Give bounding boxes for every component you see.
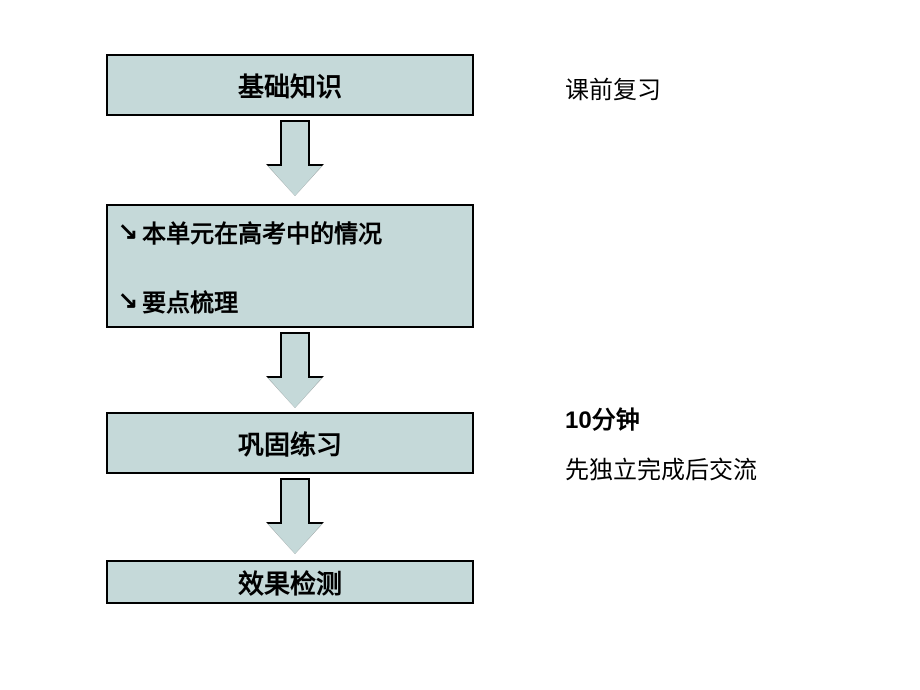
annotation-1-text: 课前复习 [565, 77, 661, 104]
annotation-2-line1-text: 10分钟 [565, 407, 640, 434]
arrow-1-stem [280, 120, 310, 168]
arrow-1-head [268, 166, 322, 196]
arrow-3-stem [280, 478, 310, 526]
annotation-2-line2: 先独立完成后交流 [565, 450, 757, 485]
box1-text: 基础知识 [238, 67, 342, 104]
arrow-3 [268, 478, 322, 554]
box2-line1-container: ↘ 本单元在高考中的情况 [118, 214, 382, 249]
bullet-icon-2: ↘ [118, 286, 138, 315]
arrow-1 [268, 120, 322, 196]
box2-line2-container: ↘ 要点梳理 [118, 283, 238, 318]
flowchart-box-4: 效果检测 [106, 560, 474, 604]
flowchart-box-3: 巩固练习 [106, 412, 474, 474]
box2-line1-text: 本单元在高考中的情况 [142, 214, 382, 249]
annotation-2-line2-text: 先独立完成后交流 [565, 457, 757, 484]
arrow-2-head [268, 378, 322, 408]
annotation-2-line1: 10分钟 [565, 400, 640, 435]
arrow-3-head [268, 524, 322, 554]
flowchart-box-2: ↘ 本单元在高考中的情况 ↘ 要点梳理 [106, 204, 474, 328]
box3-text: 巩固练习 [238, 425, 342, 462]
arrow-2-stem [280, 332, 310, 380]
annotation-1: 课前复习 [565, 70, 661, 105]
flowchart-box-1: 基础知识 [106, 54, 474, 116]
bullet-icon-1: ↘ [118, 217, 138, 246]
arrow-2 [268, 332, 322, 408]
box4-text: 效果检测 [238, 564, 342, 601]
box2-line2-text: 要点梳理 [142, 283, 238, 318]
